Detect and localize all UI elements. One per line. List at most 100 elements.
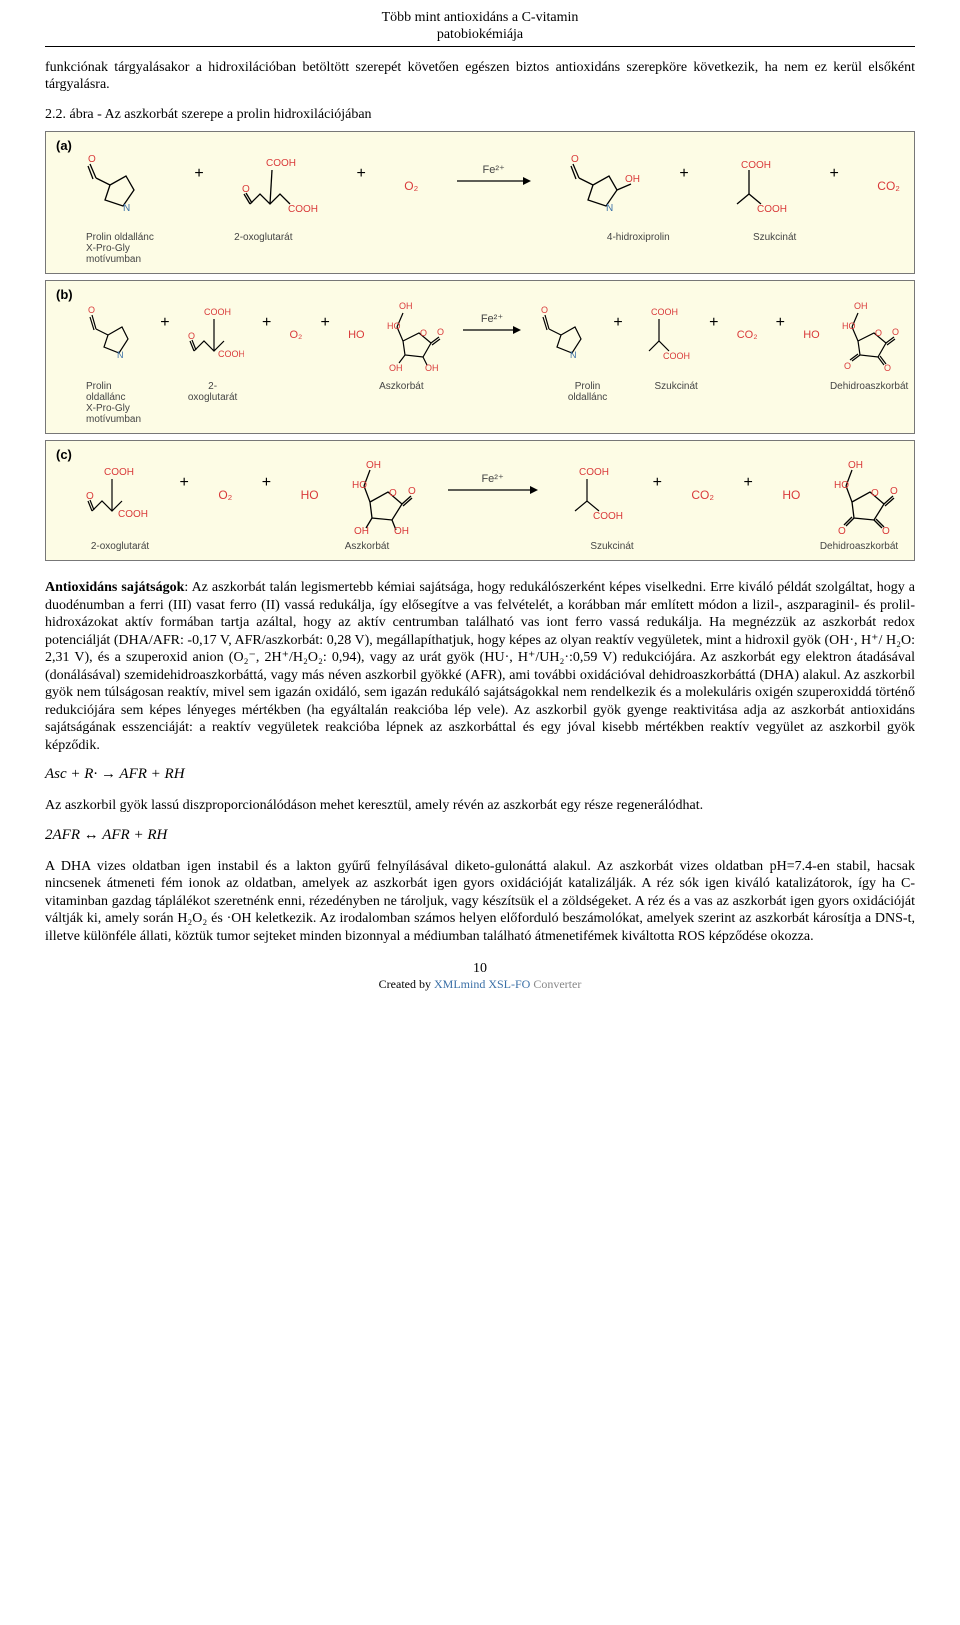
figure-panel-b: (b) N O + O COOH COOH [45, 280, 915, 434]
panel-a-label: (a) [56, 138, 72, 153]
svg-text:N: N [123, 203, 130, 214]
mol-ascorbate-c: OOOHOHHOOH [348, 456, 418, 534]
figure-panel-a: (a) N O + [45, 131, 915, 274]
mol-o2-a: O₂ [404, 179, 418, 193]
svg-text:O: O [890, 486, 898, 497]
svg-text:OH: OH [394, 526, 409, 534]
svg-text:O: O [88, 154, 96, 165]
svg-text:HO: HO [842, 321, 856, 331]
paragraph-dha: A DHA vizes oldatban igen instabil és a … [45, 858, 915, 946]
svg-text:O: O [408, 486, 416, 497]
reaction-arrow-a: Fe²⁺ [457, 163, 531, 210]
svg-text:OH: OH [625, 174, 640, 185]
svg-text:O: O [892, 327, 899, 337]
svg-text:COOH: COOH [741, 160, 771, 171]
mol-ho-c1: HO [301, 488, 319, 502]
paragraph-antioxidant: Antioxidáns sajátságok: Az aszkorbát tal… [45, 579, 915, 754]
svg-text:COOH: COOH [266, 158, 296, 169]
svg-text:O: O [571, 154, 579, 165]
svg-text:O: O [884, 363, 891, 371]
panel-a-reaction: N O + O COOH COOH + [86, 142, 900, 230]
plus-icon: + [830, 165, 839, 207]
plus-icon: + [262, 474, 271, 516]
reaction-arrow-c: Fe²⁺ [448, 472, 538, 519]
svg-text:N: N [606, 203, 613, 214]
plus-icon: + [179, 474, 188, 516]
svg-text:O: O [188, 331, 195, 341]
plus-icon: + [613, 314, 622, 356]
svg-text:O: O [541, 305, 548, 315]
svg-text:OH: OH [848, 460, 863, 471]
svg-text:N: N [570, 350, 577, 360]
header-title-line2: patobiokémiája [45, 27, 915, 44]
figure-caption-22: 2.2. ábra - Az aszkorbát szerepe a proli… [45, 106, 915, 124]
panel-b-label: (b) [56, 287, 73, 302]
plus-icon: + [709, 314, 718, 356]
panel-a-labels: Prolin oldallánc X-Pro-Gly motívumban 2-… [86, 230, 900, 271]
mol-proline-a1: N O [86, 154, 156, 218]
svg-text:COOH: COOH [288, 204, 318, 215]
svg-text:O: O [838, 526, 846, 534]
mol-dha-b: O O O O HO OH [838, 299, 900, 371]
panel-b-labels: Prolin oldallánc X-Pro-Gly motívumban 2-… [86, 379, 900, 431]
svg-text:COOH: COOH [593, 511, 623, 522]
svg-text:HO: HO [834, 480, 849, 491]
mol-co2-a: CO₂ [877, 179, 900, 193]
svg-text:COOH: COOH [104, 467, 134, 478]
plus-icon: + [357, 165, 366, 207]
equation-1: Asc + R· → AFR + RH [45, 766, 915, 783]
mol-4hydroxyproline-a: N O OH [569, 154, 641, 218]
svg-text:O: O [88, 305, 95, 315]
svg-text:O: O [242, 184, 250, 195]
svg-text:HO: HO [352, 480, 367, 491]
svg-text:COOH: COOH [218, 349, 244, 359]
plus-icon: + [160, 314, 169, 356]
mol-o2-b: O₂ [290, 329, 303, 341]
svg-text:COOH: COOH [651, 307, 678, 317]
plus-icon: + [262, 314, 271, 356]
mol-o2-c: O₂ [218, 488, 232, 502]
mol-dha-c: OOOOHOOH [830, 456, 900, 534]
mol-succinate-b: COOH COOH [641, 301, 691, 369]
mol-co2-c: CO₂ [691, 488, 714, 502]
svg-text:O: O [86, 491, 94, 502]
page-number: 10 [45, 961, 915, 977]
plus-icon: + [321, 314, 330, 356]
svg-text:O: O [420, 328, 427, 338]
svg-text:O: O [437, 327, 444, 337]
mol-2oxoglutarate-b: O COOH COOH [188, 301, 244, 369]
svg-text:OH: OH [399, 301, 413, 311]
mol-proline-b1: N O [86, 301, 142, 369]
header-title-line1: Több mint antioxidáns a C-vitamin [45, 10, 915, 27]
panel-b-reaction: N O + O COOH COOH + O₂ + HO [86, 291, 900, 379]
page-footer: 10 Created by XMLmind XSL-FO Converter [45, 961, 915, 992]
antioxidant-lead: Antioxidáns sajátságok [45, 580, 184, 595]
svg-text:OH: OH [854, 301, 868, 311]
footer-credit: Created by XMLmind XSL-FO Converter [45, 977, 915, 992]
svg-text:OH: OH [389, 363, 403, 371]
plus-icon: + [653, 474, 662, 516]
svg-text:O: O [844, 361, 851, 371]
panel-c-label: (c) [56, 447, 72, 462]
plus-icon: + [744, 474, 753, 516]
svg-text:COOH: COOH [663, 351, 690, 361]
svg-text:N: N [117, 350, 124, 360]
mol-ho-b1: HO [348, 329, 365, 341]
mol-ho-c2: HO [782, 488, 800, 502]
mol-2oxoglutarate-a: O COOH COOH [242, 154, 318, 218]
mol-proline-b2: NO [539, 301, 595, 369]
reaction-arrow-b: Fe²⁺ [463, 312, 521, 359]
mol-co2-b: CO₂ [737, 329, 758, 341]
page-header: Több mint antioxidáns a C-vitamin patobi… [45, 10, 915, 47]
figure-22: (a) N O + [45, 131, 915, 561]
mol-succinate-c: COOHCOOH [567, 461, 623, 529]
panel-c-labels: 2-oxoglutarát Aszkorbát Szukcinát Dehidr… [86, 539, 900, 558]
arrow-label-fe-a: Fe²⁺ [482, 163, 504, 176]
plus-icon: + [776, 314, 785, 356]
svg-text:O: O [389, 488, 397, 499]
equation-2: 2AFR ↔ AFR + RH [45, 827, 915, 844]
antioxidant-rest: : Az aszkorbát talán legismertebb kémiai… [45, 580, 915, 753]
paragraph-disproportionation: Az aszkorbil gyök lassú diszproporcionál… [45, 797, 915, 815]
svg-text:O: O [882, 526, 890, 534]
mol-ascorbate-b: O O OH OH HO OH [383, 299, 445, 371]
